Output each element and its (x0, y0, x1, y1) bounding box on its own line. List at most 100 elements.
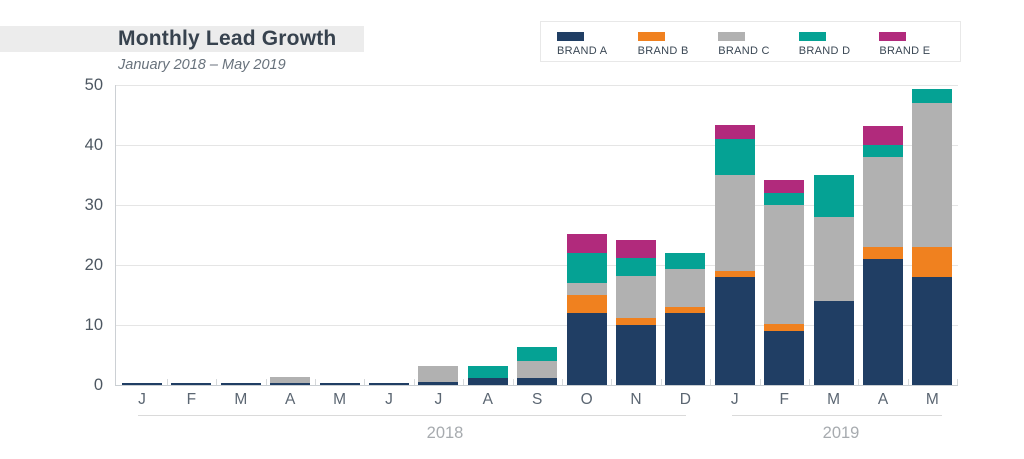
x-axis-month-label: F (779, 391, 789, 408)
x-axis-tick (957, 379, 958, 385)
x-axis-tick (907, 379, 909, 385)
bar-segment-brand-a (467, 377, 508, 385)
bar-segment-brand-c (418, 365, 459, 382)
legend-item-brand-b: BRAND B (637, 32, 719, 57)
bar-segment-brand-c (616, 275, 656, 318)
bar-segment-brand-b (566, 295, 607, 313)
bar-segment-brand-a (418, 382, 459, 385)
bar-segment-brand-b (863, 247, 903, 259)
x-axis-month-label: J (138, 391, 146, 408)
bar-segment-brand-e (863, 125, 903, 145)
x-axis-tick (660, 379, 662, 385)
x-axis-month-label: A (482, 391, 493, 408)
bar-segment-brand-a (270, 382, 311, 385)
y-axis-label: 10 (84, 316, 103, 334)
year-label-2019: 2019 (822, 424, 860, 442)
x-axis-month-label: M (234, 391, 248, 408)
bar-segment-brand-c (566, 283, 607, 295)
bar-segment-brand-a (813, 301, 854, 385)
bar-segment-brand-a (764, 331, 805, 385)
bar-segment-brand-a (319, 382, 360, 385)
x-axis-tick (759, 379, 761, 385)
title-highlight-band (0, 26, 364, 52)
legend-label: BRAND B (637, 45, 689, 57)
legend-label: BRAND E (879, 45, 931, 57)
chart-subtitle: January 2018 – May 2019 (118, 57, 286, 73)
x-axis-month-label: J (385, 391, 393, 408)
x-axis-tick (216, 379, 218, 385)
bar-segment-brand-d (912, 89, 953, 103)
gridline-y-10 (115, 325, 958, 326)
legend-item-brand-d: BRAND D (798, 32, 880, 57)
bar-segment-brand-d (517, 347, 558, 361)
x-axis-tick (611, 379, 613, 385)
y-axis-label: 20 (84, 256, 103, 274)
bar-segment-brand-b (714, 271, 755, 277)
x-axis-month-label: J (434, 391, 443, 408)
bar-segment-brand-a (171, 382, 212, 385)
x-axis-tick (858, 379, 860, 385)
bar-segment-brand-d (467, 365, 508, 378)
x-axis-tick (561, 379, 563, 385)
bar-segment-brand-e (714, 124, 755, 139)
bar-segment-brand-a (714, 277, 755, 385)
x-axis-month-label: J (730, 391, 739, 408)
bar-segment-brand-a (122, 382, 162, 385)
bar-segment-brand-d (764, 193, 805, 205)
x-axis-month-label: D (679, 391, 691, 408)
bar-segment-brand-b (912, 247, 953, 277)
x-axis-tick (265, 379, 267, 385)
bar-segment-brand-e (764, 179, 805, 193)
bar-segment-brand-c (813, 217, 854, 301)
y-axis-label: 50 (84, 76, 103, 94)
bar-segment-brand-c (912, 103, 953, 247)
x-axis-tick (808, 379, 810, 385)
year-label-2018: 2018 (426, 424, 464, 442)
bar-segment-brand-a (912, 277, 953, 385)
legend-item-brand-c: BRAND C (718, 32, 799, 57)
x-axis-tick (512, 379, 514, 385)
x-axis-month-label: M (333, 391, 347, 408)
y-axis-label: 40 (84, 136, 103, 154)
bar-segment-brand-a (566, 313, 607, 385)
legend-label: BRAND D (798, 45, 851, 57)
bar-segment-brand-b (665, 307, 706, 313)
x-axis-line (115, 385, 958, 386)
gridline-y-30 (115, 205, 958, 206)
legend: BRAND A BRAND B BRAND C BRAND D BRAND E (540, 21, 961, 62)
bar-segment-brand-a (220, 382, 261, 385)
x-axis-tick (166, 379, 168, 385)
bar-segment-brand-c (863, 157, 903, 247)
bar-segment-brand-d (566, 253, 607, 283)
legend-label: BRAND A (557, 45, 608, 57)
x-axis-month-label: A (285, 391, 296, 408)
x-axis-tick (710, 379, 712, 385)
bar-segment-brand-c (517, 361, 558, 378)
legend-swatch (879, 32, 907, 41)
x-axis-month-label: M (925, 391, 939, 408)
x-axis-month-label: A (877, 391, 889, 408)
legend-label: BRAND C (718, 45, 770, 57)
x-axis-tick (364, 379, 366, 385)
x-axis-month-label: M (827, 391, 841, 408)
bar-segment-brand-a (517, 377, 558, 385)
x-axis-month-label: O (580, 391, 593, 408)
bar-segment-brand-c (764, 205, 805, 324)
x-axis-month-label: F (186, 391, 197, 408)
bar-segment-brand-e (566, 233, 607, 253)
bar-segment-brand-c (714, 175, 755, 271)
x-axis-month-label: N (630, 391, 642, 408)
bar-segment-brand-c (270, 376, 311, 383)
x-axis-tick (314, 379, 316, 385)
legend-swatch (718, 32, 746, 41)
bar-segment-brand-a (369, 382, 409, 385)
bar-segment-brand-c (665, 269, 706, 307)
bar-segment-brand-a (665, 313, 706, 385)
bar-segment-brand-d (714, 139, 755, 175)
legend-swatch (557, 32, 584, 41)
legend-swatch (798, 32, 826, 41)
gridline-y-50 (115, 85, 958, 86)
legend-item-brand-a: BRAND A (557, 32, 638, 57)
bar-segment-brand-e (616, 239, 656, 258)
